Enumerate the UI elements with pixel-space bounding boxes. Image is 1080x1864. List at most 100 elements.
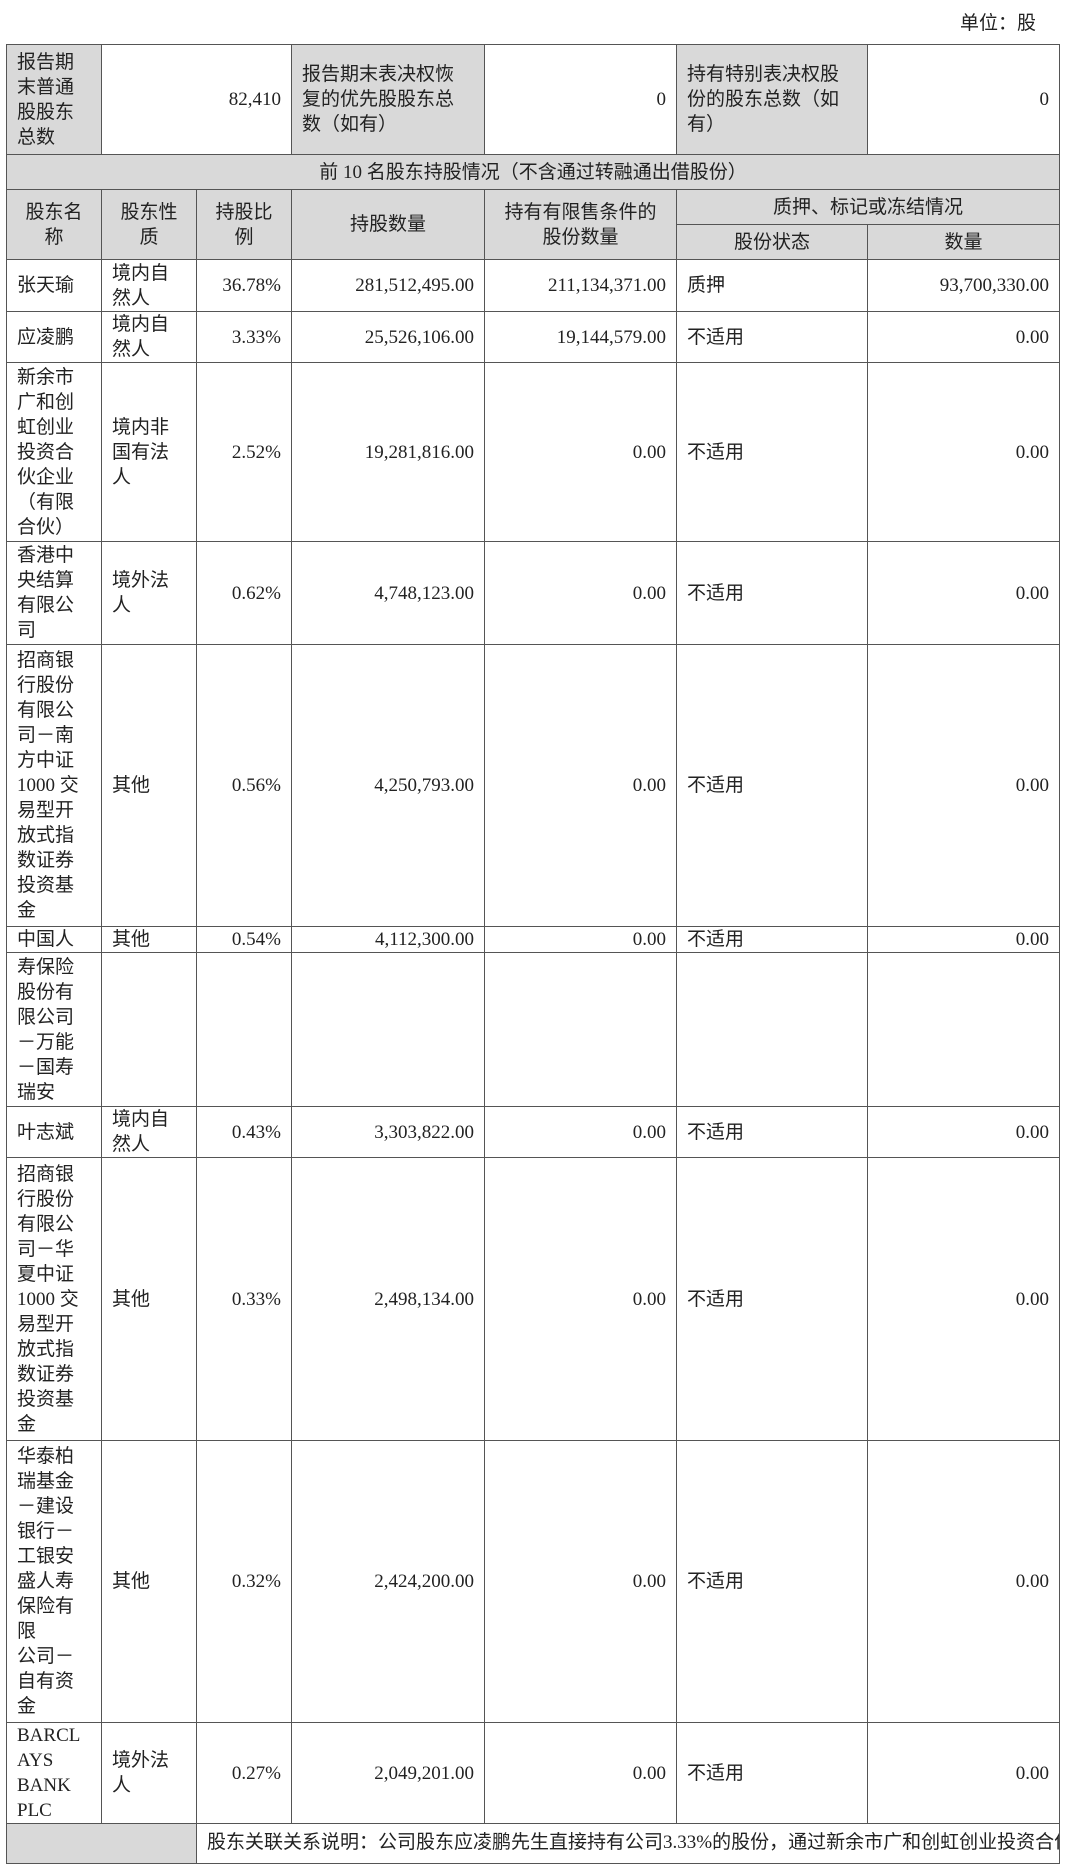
cell-name: 华泰柏 瑞基金 －建设 银行－ 工银安 盛人寿 保险有 限 公司－ 自有资 金 — [6, 1440, 102, 1723]
cell-name: 寿保险 股份有 限公司 －万能 －国寿 瑞安 — [6, 952, 102, 1107]
cell-shares: 2,424,200.00 — [291, 1440, 485, 1723]
cell-status: 不适用 — [676, 1440, 868, 1723]
cell-quantity — [867, 952, 1060, 1107]
cell-ratio: 36.78% — [196, 259, 292, 312]
cell-restricted: 0.00 — [484, 1440, 677, 1723]
cell-quantity: 0.00 — [867, 362, 1060, 542]
cell-name: 叶志斌 — [6, 1106, 102, 1158]
cell-restricted: 0.00 — [484, 362, 677, 542]
common-holders-value: 82,410 — [101, 44, 292, 155]
cell-nature — [101, 952, 197, 1107]
cell-status: 不适用 — [676, 362, 868, 542]
cell-status: 不适用 — [676, 1157, 868, 1441]
cell-ratio: 0.27% — [196, 1722, 292, 1824]
section-title-row: 前 10 名股东持股情况（不含通过转融通出借股份） — [6, 154, 1060, 190]
cell-shares — [291, 952, 485, 1107]
summary-row: 报告期 末普通 股股东 总数 82,410 报告期末表决权恢 复的优先股股东总 … — [6, 44, 1060, 155]
cell-nature: 其他 — [101, 644, 197, 927]
cell-restricted: 0.00 — [484, 541, 677, 645]
cell-ratio: 0.56% — [196, 644, 292, 927]
table-row: 招商银 行股份 有限公 司－华 夏中证 1000 交 易型开 放式指 数证券 投… — [6, 1157, 1060, 1441]
cell-nature: 境内自 然人 — [101, 1106, 197, 1158]
cell-status — [676, 952, 868, 1107]
cell-nature: 境内非 国有法 人 — [101, 362, 197, 542]
cell-name: 应凌鹏 — [6, 311, 102, 363]
cell-shares: 25,526,106.00 — [291, 311, 485, 363]
cell-quantity: 0.00 — [867, 1722, 1060, 1824]
special-holders-label: 持有特别表决权股 份的股东总数（如 有） — [676, 44, 868, 155]
cell-quantity: 0.00 — [867, 311, 1060, 363]
header-name: 股东名 称 — [6, 189, 102, 260]
cell-shares: 4,250,793.00 — [291, 644, 485, 927]
cell-quantity: 93,700,330.00 — [867, 259, 1060, 312]
subheader-row: 股份状态 数量 — [7, 224, 1060, 260]
shareholder-table: 报告期 末普通 股股东 总数 82,410 报告期末表决权恢 复的优先股股东总 … — [6, 44, 1060, 1864]
cell-shares: 2,498,134.00 — [291, 1157, 485, 1441]
cell-ratio: 0.32% — [196, 1440, 292, 1723]
cell-status: 不适用 — [676, 1722, 868, 1824]
cell-shares: 4,748,123.00 — [291, 541, 485, 645]
cell-quantity: 0.00 — [867, 1106, 1060, 1158]
header-ratio: 持股比 例 — [196, 189, 292, 260]
cell-nature: 境内自 然人 — [101, 311, 197, 363]
cell-restricted: 0.00 — [484, 926, 677, 953]
cell-name: 招商银 行股份 有限公 司－南 方中证 1000 交 易型开 放式指 数证券 投… — [6, 644, 102, 927]
section-title: 前 10 名股东持股情况（不含通过转融通出借股份） — [6, 154, 1060, 190]
table-row: 寿保险 股份有 限公司 －万能 －国寿 瑞安 — [6, 952, 1060, 1107]
cell-restricted: 0.00 — [484, 644, 677, 927]
header-shares: 持股数量 — [291, 189, 485, 260]
cell-status: 不适用 — [676, 644, 868, 927]
cell-nature: 境外法 人 — [101, 1722, 197, 1824]
table-row: 招商银 行股份 有限公 司－南 方中证 1000 交 易型开 放式指 数证券 投… — [6, 644, 1060, 927]
cell-nature: 境外法 人 — [101, 541, 197, 645]
cell-shares: 3,303,822.00 — [291, 1106, 485, 1158]
cell-restricted: 0.00 — [484, 1722, 677, 1824]
cell-nature: 其他 — [101, 1440, 197, 1723]
cell-ratio: 0.54% — [196, 926, 292, 953]
cell-name: 香港中 央结算 有限公 司 — [6, 541, 102, 645]
cell-status: 质押 — [676, 259, 868, 312]
cell-name: 中国人 — [6, 926, 102, 953]
cell-restricted: 211,134,371.00 — [484, 259, 677, 312]
cell-status: 不适用 — [676, 311, 868, 363]
table-row: 叶志斌 境内自 然人 0.43% 3,303,822.00 0.00 不适用 0.00 — [6, 1106, 1060, 1158]
cell-restricted: 0.00 — [484, 1157, 677, 1441]
cell-ratio: 0.62% — [196, 541, 292, 645]
preferred-holders-value: 0 — [484, 44, 677, 155]
cell-ratio: 0.43% — [196, 1106, 292, 1158]
cell-ratio: 2.52% — [196, 362, 292, 542]
cell-quantity: 0.00 — [867, 926, 1060, 953]
table-row: 香港中 央结算 有限公 司境外法 人 0.62% 4,748,123.00 0.00 不… — [6, 541, 1060, 645]
header-status: 股份状态 — [676, 224, 868, 260]
table-row: 新余市 广和创 虹创业 投资合 伙企业 （有限 合伙） 境内非 国有法 人 2.52… — [6, 362, 1060, 542]
header-quantity: 数量 — [867, 224, 1060, 260]
cell-name: 招商银 行股份 有限公 司－华 夏中证 1000 交 易型开 放式指 数证券 投… — [6, 1157, 102, 1441]
cell-name: 张天瑜 — [6, 259, 102, 312]
cell-shares: 281,512,495.00 — [291, 259, 485, 312]
cell-nature: 其他 — [101, 1157, 197, 1441]
preferred-holders-label: 报告期末表决权恢 复的优先股股东总 数（如有） — [291, 44, 485, 155]
table-row: 张天瑜 境内自 然人 36.78% 281,512,495.00 211,134,371… — [6, 259, 1060, 312]
cell-ratio — [196, 952, 292, 1107]
cell-nature: 其他 — [101, 926, 197, 953]
unit-label: 单位：股 — [959, 13, 1036, 34]
cell-name: 新余市 广和创 虹创业 投资合 伙企业 （有限 合伙） — [6, 362, 102, 542]
cell-nature: 境内自 然人 — [101, 259, 197, 312]
cell-name: BARCL AYS BANK PLC — [6, 1722, 102, 1824]
cell-quantity: 0.00 — [867, 1440, 1060, 1723]
cell-ratio: 0.33% — [196, 1157, 292, 1441]
special-holders-value: 0 — [867, 44, 1060, 155]
cell-restricted — [484, 952, 677, 1107]
table-row: 中国人 其他 0.54% 4,112,300.00 0.00 不适用 0.00 — [6, 926, 1060, 953]
cell-quantity: 0.00 — [867, 541, 1060, 645]
table-row: BARCL AYS BANK PLC 境外法 人 0.27% 2,049,201.00… — [6, 1722, 1060, 1824]
cell-shares: 4,112,300.00 — [291, 926, 485, 953]
header-row: 股东名 称 股东性 质 持股比 例 持股数量 持有有限售条件的 股份数量 质押、… — [6, 189, 1060, 260]
header-pledge-group: 质押、标记或冻结情况 — [676, 189, 1060, 225]
header-nature: 股东性 质 — [101, 189, 197, 260]
cell-restricted: 19,144,579.00 — [484, 311, 677, 363]
cell-shares: 19,281,816.00 — [291, 362, 485, 542]
table-row: 应凌鹏 境内自 然人 3.33% 25,526,106.00 19,144,579.00… — [6, 311, 1060, 363]
cell-status: 不适用 — [676, 926, 868, 953]
cell-restricted: 0.00 — [484, 1106, 677, 1158]
